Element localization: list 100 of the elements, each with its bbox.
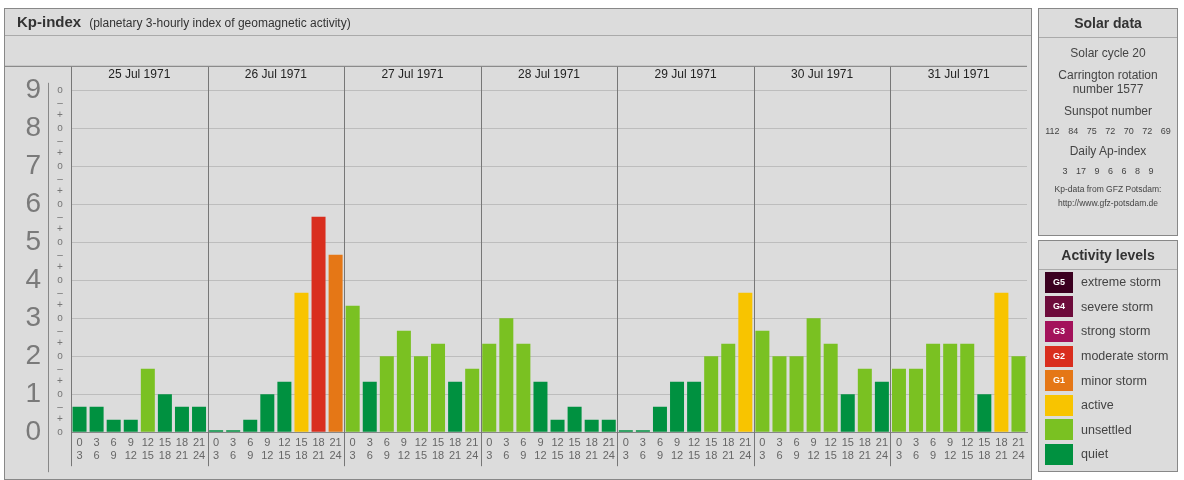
bar	[174, 406, 189, 432]
x-tick-label: 6 9	[930, 435, 937, 462]
x-tick-label: 3 6	[776, 435, 783, 462]
bar	[396, 330, 411, 432]
x-tick-label: 6 9	[520, 435, 527, 462]
x-tick-label: 15 18	[158, 435, 172, 462]
text: 30 Jul 1971	[791, 67, 854, 82]
y-tick-label: 9	[25, 73, 41, 105]
category-label: –	[57, 210, 63, 222]
text: Sunspot number	[1062, 104, 1154, 118]
y-tick-label: 2	[25, 338, 41, 370]
x-tick-label: 0 3	[76, 435, 83, 462]
x-tick-label: 3 6	[503, 435, 510, 462]
category-label: o	[57, 312, 63, 324]
bar	[379, 356, 394, 432]
x-tick-label: 0 3	[759, 435, 766, 462]
y-tick-label: 5	[25, 225, 41, 257]
category-label: o	[57, 425, 63, 437]
bar	[994, 292, 1009, 432]
x-tick-label: 3 6	[230, 435, 237, 462]
y-tick-label: 4	[25, 263, 41, 295]
text: G4 severe storm	[1052, 299, 1154, 314]
category-label: –	[57, 134, 63, 146]
bar	[140, 368, 155, 432]
x-tick-label: 12 15	[687, 435, 701, 462]
x-tick-label: 15 18	[705, 435, 718, 462]
x-tick-label: 12 15	[824, 435, 837, 462]
x-tick-label: 21 24	[1012, 435, 1025, 462]
x-tick-label: 12 15	[414, 435, 428, 462]
x-tick-label: 18 21	[722, 435, 735, 462]
bar	[823, 343, 838, 432]
x-tick-label: 15 18	[978, 435, 991, 462]
bar	[328, 254, 343, 432]
x-tick-label: 3 6	[366, 435, 373, 462]
x-tick-label: 9 12	[124, 435, 137, 462]
category-label: –	[57, 324, 63, 336]
x-tick-label: 18 21	[175, 435, 189, 462]
x-tick-label: 21 24	[192, 435, 206, 462]
legend-label: quiet	[1081, 447, 1109, 462]
bar	[755, 330, 770, 432]
bar	[601, 419, 616, 432]
category-label: o	[57, 274, 63, 286]
category-label: +	[57, 261, 63, 273]
bar	[652, 406, 667, 432]
category-label: –	[57, 96, 63, 108]
text: 29 Jul 1971	[654, 67, 717, 82]
bar	[874, 381, 889, 432]
y-tick-label: 8	[25, 111, 41, 143]
category-label: o	[57, 387, 63, 399]
text: G1 minor storm	[1052, 373, 1147, 388]
x-tick-label: 18 21	[858, 435, 871, 462]
x-tick-label: 0 3	[895, 435, 903, 462]
x-tick-label: 18 21	[312, 435, 325, 462]
category-label: +	[57, 185, 63, 197]
y-tick-label: 0	[25, 414, 41, 446]
y-tick-label: 1	[25, 376, 41, 408]
text: http://www.gfz-potsdam.de	[1056, 198, 1160, 208]
x-tick-label: 18 21	[448, 435, 462, 462]
category-label: o	[57, 122, 63, 134]
category-label: –	[57, 400, 63, 412]
x-tick-label: 3 6	[912, 435, 920, 462]
x-tick-label: 0 3	[486, 435, 493, 462]
y-tick-label: 7	[25, 149, 41, 181]
x-tick-label: 9 12	[670, 435, 684, 462]
text: Solar data	[1039, 9, 1177, 38]
x-tick-label: 0 3	[213, 435, 220, 462]
text: 112 84 75 72 70 72 69	[1044, 126, 1172, 136]
bar	[431, 343, 446, 432]
x-tick-label: 9 12	[397, 435, 411, 462]
text: 3 17 9 6 6 8 9	[1061, 166, 1155, 176]
category-label: –	[57, 172, 63, 184]
x-tick-label: 3 6	[639, 435, 646, 462]
x-tick-label: 21 24	[739, 435, 752, 462]
category-label: +	[57, 299, 63, 311]
bar	[499, 318, 514, 432]
bar	[584, 419, 599, 432]
x-tick-label: 21 24	[329, 435, 342, 462]
x-tick-label: 15 18	[841, 435, 854, 462]
x-tick-label: 12 15	[551, 435, 564, 462]
chart-title: Kp-index	[17, 13, 82, 30]
bar	[909, 368, 924, 432]
x-tick-label: 18 21	[995, 435, 1008, 462]
legend-label: active	[1081, 398, 1114, 413]
bar	[1011, 356, 1026, 432]
category-label: o	[57, 198, 63, 210]
x-tick-label: 21 24	[602, 435, 615, 462]
bar	[772, 356, 787, 432]
text: 25 Jul 1971	[108, 67, 171, 82]
x-tick-label: 21 24	[466, 435, 479, 462]
bar	[567, 406, 582, 432]
x-tick-label: 9 12	[807, 435, 820, 462]
bar	[704, 356, 719, 432]
x-tick-label: 6 9	[110, 435, 117, 462]
x-tick-label: 15 18	[431, 435, 445, 462]
x-tick-label: 9 12	[261, 435, 274, 462]
bar	[294, 292, 309, 432]
bar	[72, 406, 87, 432]
category-label: +	[57, 337, 63, 349]
category-label: –	[57, 362, 63, 374]
bar	[721, 343, 736, 432]
